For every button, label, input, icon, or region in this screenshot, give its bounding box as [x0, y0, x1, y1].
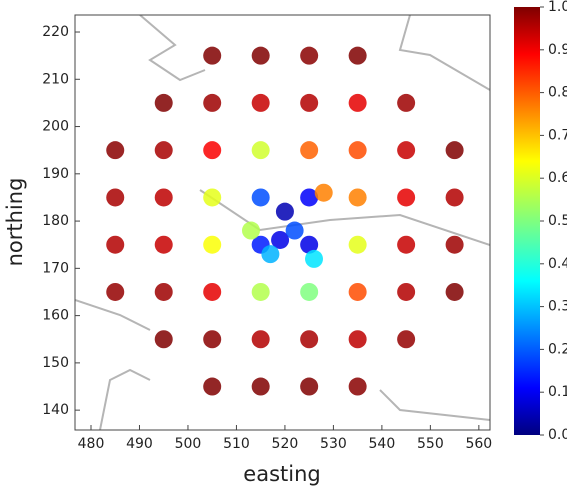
point	[203, 188, 222, 207]
y-tick-label: 210	[42, 71, 69, 87]
point	[300, 141, 319, 160]
colorbar-tick-label: 0.2	[548, 341, 567, 357]
y-tick-label: 180	[42, 213, 69, 229]
point	[251, 188, 270, 207]
y-tick-label: 190	[42, 166, 69, 182]
point	[314, 183, 333, 202]
point	[251, 330, 270, 349]
point	[251, 141, 270, 160]
point	[154, 188, 173, 207]
point	[300, 235, 319, 254]
point	[203, 141, 222, 160]
point	[285, 221, 304, 240]
point	[397, 330, 416, 349]
point	[261, 245, 280, 264]
point	[154, 235, 173, 254]
point	[348, 93, 367, 112]
point	[300, 330, 319, 349]
x-tick-label: 510	[223, 436, 250, 452]
colorbar-tick-label: 0.4	[548, 256, 567, 272]
point	[106, 141, 125, 160]
point	[348, 188, 367, 207]
point	[251, 93, 270, 112]
point	[300, 93, 319, 112]
point	[348, 330, 367, 349]
x-tick-label: 490	[126, 436, 153, 452]
point	[348, 235, 367, 254]
colorbar-tick-label: 0.5	[548, 213, 567, 229]
point	[445, 235, 464, 254]
point	[271, 230, 290, 249]
point	[203, 235, 222, 254]
colorbar-tick-label: 0.8	[548, 85, 567, 101]
point	[397, 235, 416, 254]
point	[397, 282, 416, 301]
point	[203, 46, 222, 65]
point	[203, 377, 222, 396]
x-tick-label: 480	[78, 436, 105, 452]
point	[300, 46, 319, 65]
point	[305, 249, 324, 268]
colorbar-tick-label: 0.6	[548, 170, 567, 186]
x-axis-title: easting	[243, 462, 320, 486]
point	[154, 330, 173, 349]
point	[203, 330, 222, 349]
point	[154, 282, 173, 301]
point	[251, 282, 270, 301]
point	[106, 235, 125, 254]
point	[203, 282, 222, 301]
point	[241, 221, 260, 240]
x-tick-label: 500	[175, 436, 202, 452]
point	[154, 141, 173, 160]
y-tick-label: 220	[42, 24, 69, 40]
point	[445, 188, 464, 207]
point	[251, 377, 270, 396]
point	[348, 282, 367, 301]
point	[300, 377, 319, 396]
y-tick-label: 150	[42, 355, 69, 371]
y-tick-label: 160	[42, 308, 69, 324]
colorbar-tick-label: 0.9	[548, 42, 567, 58]
colorbar-tick-label: 0.7	[548, 127, 567, 143]
colorbar-tick-label: 0.0	[548, 427, 567, 443]
point	[348, 377, 367, 396]
x-tick-label: 530	[320, 436, 347, 452]
map-lines	[75, 15, 490, 430]
y-tick-label: 140	[42, 402, 69, 418]
colorbar-tick-label: 0.1	[548, 384, 567, 400]
point	[445, 141, 464, 160]
x-tick-label: 560	[465, 436, 492, 452]
point	[106, 188, 125, 207]
colorbar-tick-label: 1.0	[548, 0, 567, 15]
y-tick-label: 170	[42, 260, 69, 276]
y-tick-label: 200	[42, 119, 69, 135]
colorbar	[514, 7, 540, 435]
point	[397, 141, 416, 160]
point	[397, 93, 416, 112]
point	[300, 282, 319, 301]
plot-frame	[74, 14, 491, 431]
point	[348, 46, 367, 65]
colorbar-tick-label: 0.3	[548, 299, 567, 315]
point	[300, 188, 319, 207]
point	[397, 188, 416, 207]
point	[106, 282, 125, 301]
point	[203, 93, 222, 112]
point	[445, 282, 464, 301]
y-axis-title: northing	[3, 178, 27, 267]
x-tick-label: 540	[369, 436, 396, 452]
point	[275, 202, 294, 221]
point	[154, 93, 173, 112]
point	[348, 141, 367, 160]
x-tick-label: 520	[272, 436, 299, 452]
point	[251, 46, 270, 65]
x-tick-label: 550	[417, 436, 444, 452]
